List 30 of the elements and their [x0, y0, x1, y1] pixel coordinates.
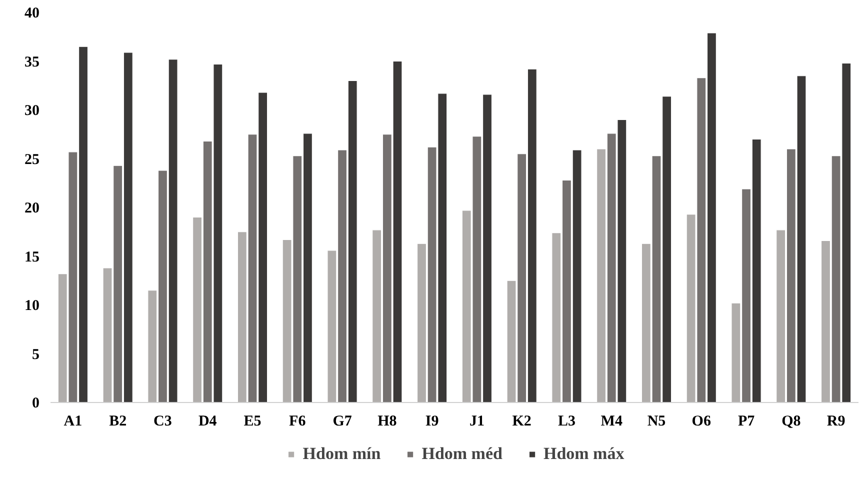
y-tick-label: 30 [24, 103, 40, 119]
legend-label: Hdom máx [543, 444, 624, 464]
y-tick-label: 35 [24, 54, 40, 70]
x-tick-label: F6 [289, 414, 306, 430]
x-tick-label: D4 [198, 414, 218, 430]
y-tick-label: 15 [24, 249, 40, 266]
x-tick-label: B2 [109, 414, 127, 430]
y-tick-label: 40 [24, 6, 40, 22]
x-tick-label: K2 [512, 414, 532, 430]
x-tick-label: P7 [738, 414, 756, 430]
y-tick-label: 25 [24, 152, 40, 168]
y-tick-label: 5 [32, 346, 40, 363]
x-tick-label: M4 [600, 414, 623, 430]
legend-label: Hdom mín [302, 444, 381, 464]
y-tick-label: 20 [24, 200, 40, 216]
x-tick-label: E5 [244, 414, 262, 430]
x-tick-label: R9 [826, 414, 846, 430]
y-tick-label: 0 [32, 396, 40, 412]
x-tick-label: G7 [332, 414, 352, 430]
x-tick-label: H8 [378, 414, 397, 430]
x-tick-label: O6 [692, 414, 712, 430]
x-tick-label: A1 [64, 414, 82, 430]
x-tick-label: N5 [647, 414, 666, 430]
x-tick-label: J1 [469, 414, 484, 430]
legend-label: Hdom méd [422, 444, 502, 464]
x-tick-label: I9 [425, 414, 439, 430]
y-tick-label: 10 [24, 298, 40, 314]
x-tick-label: Q8 [782, 414, 801, 430]
x-tick-label: L3 [558, 414, 576, 430]
x-tick-label: C3 [154, 414, 172, 430]
